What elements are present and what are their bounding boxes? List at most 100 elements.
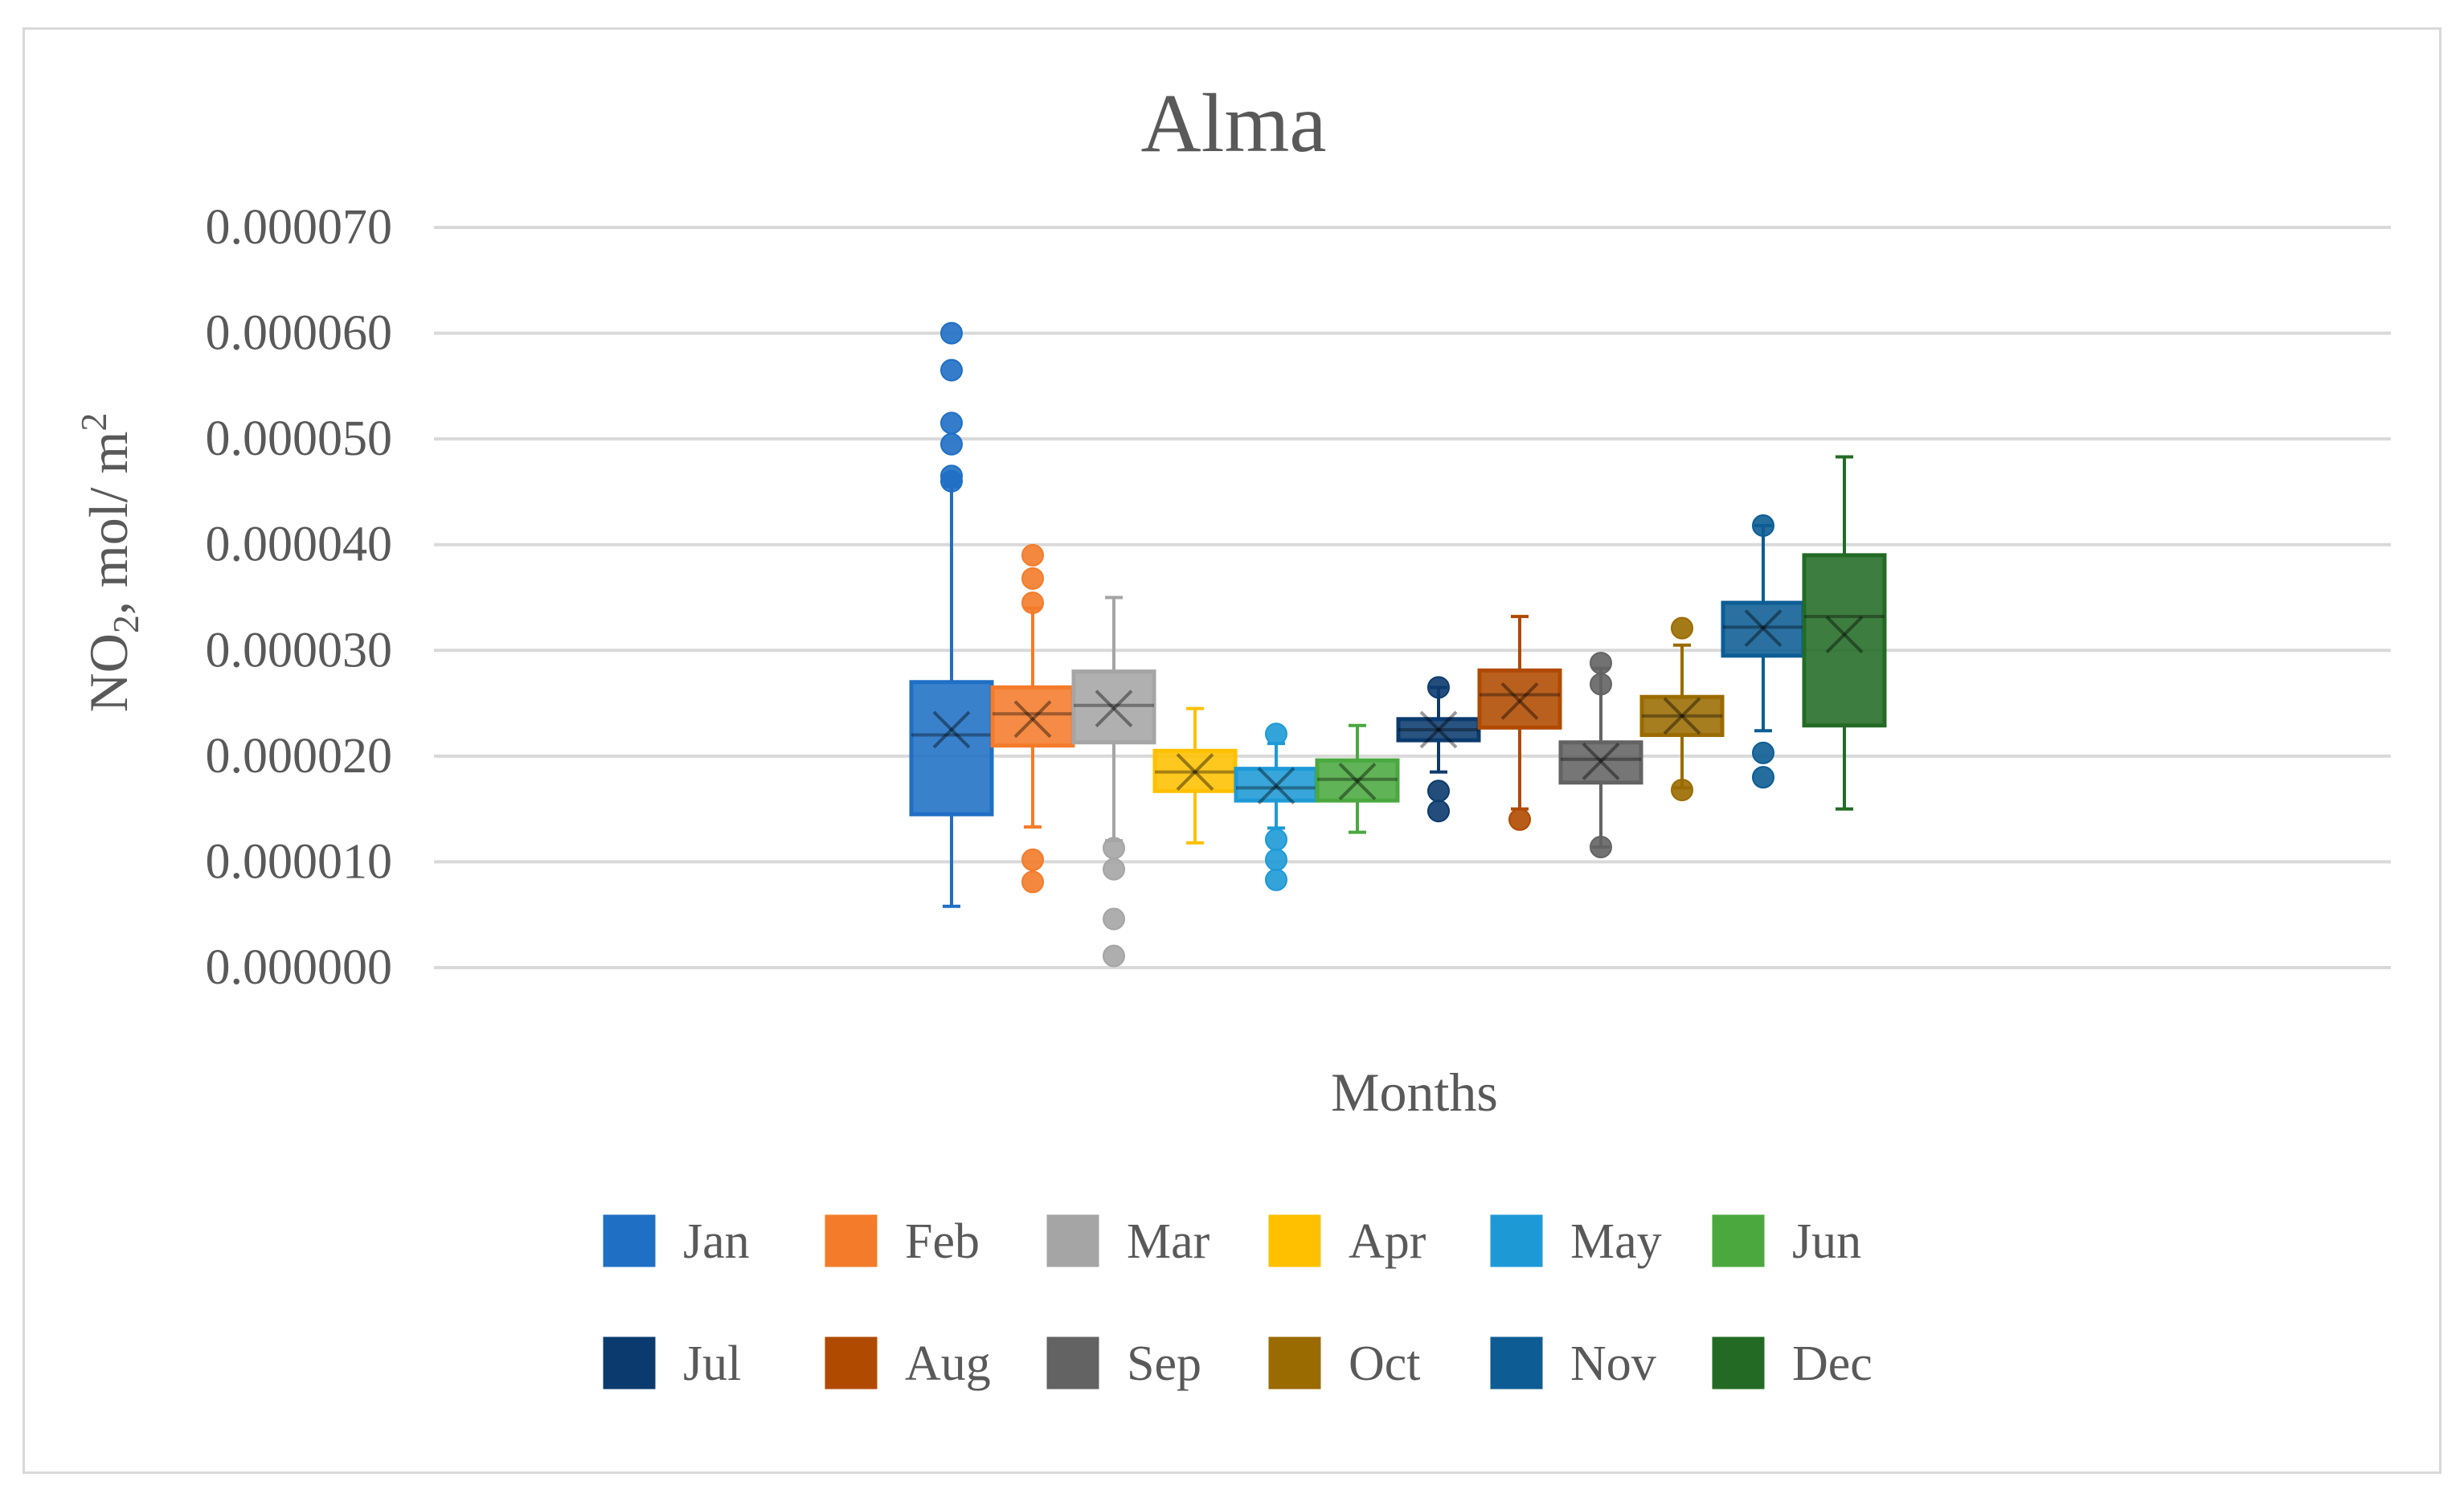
outlier-point	[1590, 652, 1612, 675]
legend-label: Dec	[1792, 1336, 1873, 1391]
box-nov	[1721, 514, 1806, 789]
mean-marker	[932, 710, 971, 749]
mean-marker	[1013, 700, 1052, 739]
outlier-point	[1021, 567, 1044, 590]
iqr-box	[990, 685, 1075, 748]
legend-swatch	[825, 1336, 878, 1390]
legend-item-oct: Oct	[1268, 1336, 1421, 1391]
box-dec	[1802, 455, 1887, 811]
mean-marker	[1419, 710, 1458, 749]
legend-swatch	[1712, 1336, 1765, 1390]
iqr-box	[1639, 694, 1725, 738]
mean-marker	[1744, 609, 1783, 648]
mean-marker	[1500, 682, 1539, 720]
mean-marker	[1825, 616, 1864, 653]
outlier-point	[1103, 837, 1125, 860]
outlier-point	[1752, 741, 1774, 764]
iqr-box	[1802, 553, 1887, 728]
legend-item-sep: Sep	[1046, 1336, 1201, 1391]
iqr-box	[1558, 740, 1643, 785]
y-axis-label-unit: , mol/ m	[78, 432, 139, 616]
iqr-box	[1071, 669, 1156, 745]
legend-swatch	[1268, 1214, 1321, 1267]
y-tick-label: 0.000020	[206, 729, 393, 784]
y-tick-label: 0.000070	[206, 200, 393, 255]
legend-item-jun: Jun	[1712, 1214, 1861, 1269]
legend-label: Feb	[905, 1214, 980, 1269]
outlier-point	[1508, 808, 1531, 831]
mean-marker	[1176, 753, 1214, 792]
y-tick-label: 0.000050	[206, 411, 393, 466]
x-axis-label: Months	[1331, 1062, 1498, 1123]
legend-label: Oct	[1349, 1336, 1421, 1391]
legend-label: Mar	[1127, 1214, 1210, 1269]
iqr-box	[1721, 600, 1806, 658]
legend-item-jan: Jan	[603, 1214, 750, 1269]
outlier-point	[1021, 591, 1044, 615]
iqr-box	[1477, 668, 1562, 730]
legend-item-nov: Nov	[1490, 1336, 1656, 1391]
legend-swatch	[825, 1214, 878, 1267]
outlier-point	[940, 432, 963, 456]
mean-marker	[932, 710, 971, 749]
box-series	[909, 321, 1887, 968]
outlier-point	[1103, 944, 1125, 968]
box-apr	[1152, 706, 1238, 845]
legend-label: Nov	[1570, 1336, 1656, 1391]
legend-item-jul: Jul	[603, 1336, 741, 1391]
y-tick-label: 0.000040	[206, 518, 393, 572]
legend-label: Jun	[1792, 1214, 1861, 1269]
legend-swatch	[1268, 1336, 1321, 1390]
outlier-point	[1265, 828, 1287, 851]
outlier-point	[1021, 848, 1044, 871]
outlier-point	[1265, 722, 1287, 746]
y-tick-label: 0.000010	[206, 834, 393, 889]
legend-item-feb: Feb	[825, 1214, 980, 1269]
outlier-point	[940, 465, 963, 488]
legend-label: Apr	[1349, 1214, 1426, 1269]
mean-marker	[1257, 767, 1295, 805]
y-tick-label: 0.000060	[206, 306, 393, 361]
mean-marker	[1825, 616, 1864, 653]
box-may	[1234, 722, 1319, 891]
legend-swatch	[1046, 1336, 1099, 1390]
mean-marker	[1257, 767, 1295, 805]
legend-swatch	[1712, 1214, 1765, 1267]
y-axis-label-superscript: 2	[73, 413, 114, 432]
outlier-point	[940, 358, 963, 382]
legend-swatch	[603, 1336, 656, 1390]
outlier-point	[1103, 857, 1125, 881]
mean-marker	[1176, 753, 1214, 792]
mean-marker	[1338, 763, 1377, 800]
y-axis-label: NO2, mol/ m2	[73, 413, 146, 713]
box-sep	[1558, 652, 1643, 859]
outlier-point	[1671, 778, 1693, 801]
box-aug	[1477, 615, 1562, 831]
outlier-point	[1021, 543, 1044, 567]
legend-label: Aug	[905, 1336, 991, 1391]
legend-swatch	[1490, 1336, 1543, 1390]
iqr-box	[1315, 758, 1400, 803]
outlier-point	[940, 411, 963, 435]
mean-marker	[1419, 710, 1458, 749]
legend-item-may: May	[1490, 1214, 1662, 1269]
outlier-point	[1021, 870, 1044, 894]
outlier-point	[1427, 800, 1450, 823]
box-feb	[990, 543, 1075, 894]
box-mar	[1071, 596, 1156, 968]
legend-label: Jan	[683, 1214, 750, 1269]
legend-item-aug: Aug	[825, 1336, 991, 1391]
mean-marker	[1095, 690, 1133, 728]
box-jun	[1315, 723, 1400, 834]
gridlines	[434, 226, 2391, 969]
outlier-point	[1752, 766, 1774, 789]
mean-marker	[1500, 682, 1539, 720]
outlier-point	[1427, 780, 1450, 803]
mean-marker	[1744, 609, 1783, 648]
legend-item-apr: Apr	[1268, 1214, 1426, 1269]
mean-marker	[1582, 743, 1620, 780]
iqr-box	[909, 680, 994, 817]
iqr-box	[1396, 717, 1481, 743]
outlier-point	[1752, 514, 1774, 538]
